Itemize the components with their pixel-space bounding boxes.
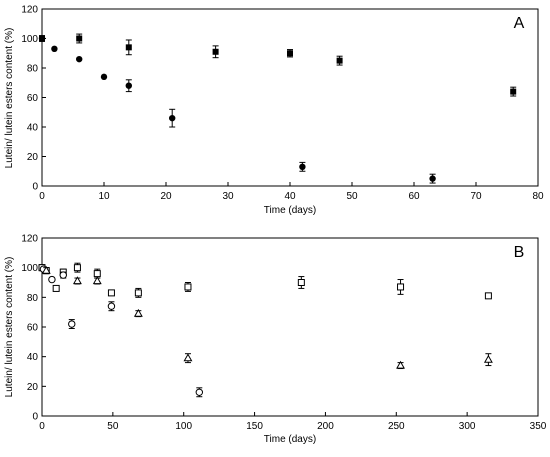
panel-label: B: [514, 244, 525, 261]
x-tick-label: 0: [39, 191, 45, 202]
panel-a: A Time (days) Lutein/ lutein esters cont…: [4, 5, 544, 217]
data-point-open-square: [73, 264, 81, 272]
data-point-open-circle: [107, 302, 116, 310]
x-tick-label: 60: [408, 191, 420, 202]
data-point-open-triangle: [72, 276, 82, 285]
data-point-open-triangle: [183, 353, 193, 362]
x-tick-label: 100: [175, 421, 192, 432]
y-tick-label: 80: [27, 64, 39, 75]
y-ticks: 0 20 40 60 80 100 120: [21, 5, 46, 193]
y-tick-label: 60: [27, 93, 39, 104]
data-point-open-triangle: [41, 265, 51, 274]
data-point-square: [510, 88, 517, 95]
data-point-open-square: [52, 284, 60, 292]
data-point-circle: [169, 114, 176, 122]
x-tick-label: 80: [532, 191, 544, 202]
y-tick-label: 20: [27, 382, 39, 393]
x-tick-label: 50: [107, 421, 119, 432]
y-tick-label: 20: [27, 152, 39, 163]
x-tick-label: 350: [530, 421, 547, 432]
x-tick-label: 30: [222, 191, 234, 202]
data-point-open-square: [134, 289, 142, 297]
data-point-square: [336, 57, 343, 64]
y-tick-label: 80: [27, 293, 39, 304]
data-point-open-square: [107, 289, 115, 297]
x-tick-label: 20: [160, 191, 172, 202]
data-point-open-square: [484, 292, 492, 300]
data-point-circle: [429, 175, 436, 182]
data-point-circle: [100, 73, 108, 81]
data-point-open-circle: [48, 275, 56, 284]
x-tick-label: 40: [284, 191, 296, 202]
data-point-open-triangle: [396, 360, 405, 369]
data-point-square: [212, 48, 219, 55]
data-point-square: [287, 50, 293, 57]
y-tick-label: 100: [21, 34, 38, 45]
data-point-open-circle: [195, 388, 204, 396]
x-tick-label: 10: [98, 191, 110, 202]
data-point-open-triangle: [92, 276, 102, 285]
data-point-square: [125, 44, 132, 51]
data-point-circle: [38, 35, 46, 42]
plot-area-frame: [41, 8, 539, 187]
data-point-open-square: [93, 270, 101, 278]
data-point-circle: [76, 55, 83, 63]
y-tick-label: 120: [21, 234, 38, 245]
x-tick-label: 0: [39, 421, 45, 432]
data-point-open-square: [297, 279, 305, 286]
data-point-circle: [51, 45, 58, 53]
panel-b: B Time (days) Lutein/ lutein esters cont…: [4, 234, 547, 446]
panel-label: A: [514, 15, 525, 32]
x-tick-label: 70: [470, 191, 482, 202]
plot-area-frame: [41, 237, 539, 417]
y-tick-label: 100: [21, 263, 38, 274]
data-point-open-circle: [59, 271, 67, 279]
data-point-open-circle: [68, 320, 76, 328]
x-tick-label: 300: [459, 421, 476, 432]
data-point-circle: [299, 163, 306, 171]
y-tick-label: 60: [27, 323, 39, 334]
x-tick-label: 250: [388, 421, 405, 432]
x-tick-label: 50: [346, 191, 358, 202]
y-axis-label: Lutein/ lutein esters content (%): [4, 28, 15, 169]
x-tick-label: 200: [317, 421, 334, 432]
x-tick-label: 150: [246, 421, 263, 432]
x-axis-label: Time (days): [264, 434, 316, 445]
x-ticks: 0 10 20 30 40 50 60 70 80: [39, 182, 544, 202]
x-axis-label: Time (days): [264, 205, 316, 216]
data-point-square: [76, 35, 83, 42]
y-tick-label: 0: [32, 182, 38, 193]
data-point-open-triangle: [483, 354, 493, 363]
data-marks: [38, 33, 517, 184]
data-marks: [38, 262, 493, 398]
y-tick-label: 40: [27, 123, 39, 134]
y-axis-label: Lutein/ lutein esters content (%): [4, 257, 15, 398]
y-tick-label: 40: [27, 352, 39, 363]
y-tick-label: 0: [32, 412, 38, 423]
y-tick-label: 120: [21, 5, 38, 16]
data-point-open-square: [184, 283, 192, 291]
data-point-circle: [125, 82, 132, 89]
data-point-open-triangle: [133, 308, 143, 317]
x-ticks: 0 50 100 150 200 250 300 350: [39, 412, 547, 432]
data-point-open-square: [397, 283, 405, 291]
y-ticks: 0 20 40 60 80 100 120: [21, 234, 46, 423]
